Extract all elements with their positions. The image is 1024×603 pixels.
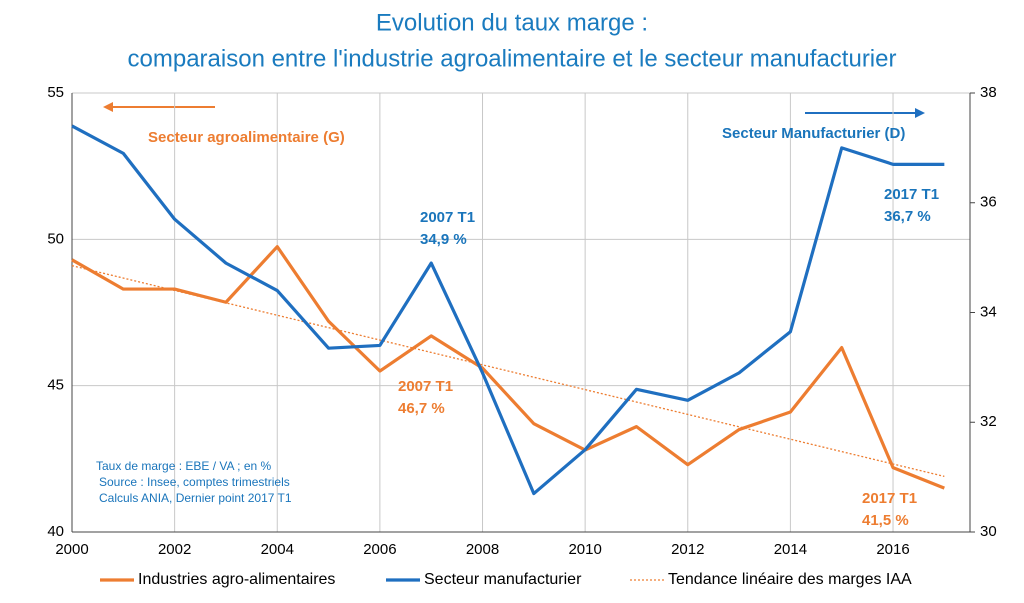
annotation: 2017 T1 [862,490,917,507]
annotation: 36,7 % [884,208,931,225]
y-tick-label: 55 [47,84,64,101]
x-tick-label: 2004 [261,541,294,558]
arrow-left-head [103,102,113,112]
note: Source : Insee, comptes trimestriels [99,475,290,489]
chart-subtitle: comparaison entre l'industrie agroalimen… [128,45,897,72]
y-tick-label: 40 [47,523,64,540]
y2-tick-label: 34 [980,303,997,320]
x-tick-label: 2012 [671,541,704,558]
y-tick-label: 45 [47,377,64,394]
legend-label: Secteur manufacturier [424,571,582,588]
x-tick-label: 2014 [774,541,807,558]
annotation: Secteur Manufacturier (D) [722,125,905,142]
x-tick-label: 2006 [363,541,396,558]
y2-tick-label: 32 [980,413,997,430]
series-line [71,124,945,496]
x-tick-label: 2002 [158,541,191,558]
x-tick-label: 2000 [55,541,88,558]
y2-tick-label: 36 [980,194,997,211]
x-tick-label: 2008 [466,541,499,558]
chart-title: Evolution du taux marge : [376,9,648,36]
y2-tick-label: 30 [980,523,997,540]
annotation: 46,7 % [398,400,445,417]
annotation: 2007 T1 [398,378,453,395]
legend-label: Industries agro-alimentaires [138,571,335,588]
annotation: 41,5 % [862,512,909,529]
note: Calculs ANIA, Dernier point 2017 T1 [99,491,292,505]
annotation: Secteur agroalimentaire (G) [148,129,345,146]
y-tick-label: 50 [47,230,64,247]
note: Taux de marge : EBE / VA ; en % [96,459,272,473]
annotation: 34,9 % [420,231,467,248]
arrow-right-head [915,108,925,118]
y2-tick-label: 38 [980,84,997,101]
annotation: 2017 T1 [884,186,939,203]
x-tick-label: 2010 [568,541,601,558]
annotation: 2007 T1 [420,209,475,226]
series-line [71,245,945,490]
legend-label: Tendance linéaire des marges IAA [668,571,912,588]
x-tick-label: 2016 [876,541,909,558]
